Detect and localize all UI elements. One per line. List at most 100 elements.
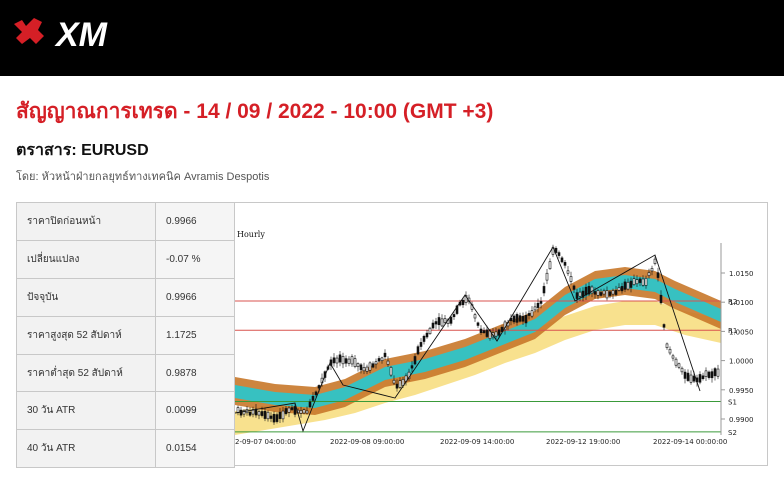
x-tick-label: 2-09-07 04:00:00 — [235, 438, 296, 446]
candle-body — [713, 368, 717, 377]
candle-body — [254, 408, 258, 416]
candle-body — [569, 276, 573, 282]
candle-body — [380, 357, 384, 361]
level-label: S1 — [728, 398, 737, 406]
y-tick-label: 1.0100 — [729, 299, 754, 307]
candle-body — [443, 318, 447, 323]
candle-body — [455, 305, 459, 314]
candle-body — [392, 379, 396, 384]
candle-body — [692, 375, 696, 382]
xm-logo[interactable]: XM — [12, 14, 132, 50]
candle-body — [437, 317, 441, 326]
candle-body — [593, 291, 597, 295]
stats-row: เปลี่ยนแปลง -0.07 % — [16, 239, 235, 279]
x-tick-label: 2022-09-14 00:00:00 — [653, 438, 727, 446]
candle-body — [566, 270, 570, 274]
candle-body — [476, 322, 480, 326]
candle-body — [530, 310, 534, 317]
candle-body — [512, 315, 516, 323]
candle-body — [563, 262, 567, 266]
y-tick-label: 1.0050 — [729, 328, 754, 336]
candle-body — [701, 375, 705, 380]
candle-body — [449, 316, 453, 324]
candle-body — [284, 408, 288, 415]
level-label: R2 — [728, 298, 737, 306]
candle-body — [308, 401, 312, 408]
candle-body — [305, 410, 309, 414]
candle-body — [311, 396, 315, 401]
candle-body — [632, 278, 636, 285]
candle-body — [542, 286, 546, 294]
candle-body — [596, 290, 600, 296]
timeframe-label: Hourly — [237, 230, 265, 239]
candle-body — [686, 372, 690, 381]
stat-label: 30 วัน ATR — [16, 391, 156, 431]
candle-body — [266, 411, 270, 420]
candle-body — [548, 261, 552, 270]
y-tick-label: 1.0150 — [729, 270, 754, 278]
candle-body — [317, 385, 321, 389]
stat-label: เปลี่ยนแปลง — [16, 239, 156, 279]
stat-value: 1.1725 — [155, 315, 235, 355]
candle-body — [677, 363, 681, 368]
candle-body — [386, 360, 390, 365]
candle-body — [521, 316, 525, 322]
candle-body — [425, 332, 429, 338]
candle-body — [473, 314, 477, 319]
candle-body — [539, 301, 543, 304]
candle-body — [608, 291, 612, 296]
candle-body — [647, 272, 651, 276]
candle-body — [341, 356, 345, 365]
chart-svg: R2 R1 S1 S2 1.0150 1.0100 1.0050 1.0000 0.9950 0… — [235, 230, 754, 446]
candle-body — [545, 272, 549, 281]
candle-body — [419, 342, 423, 347]
stat-value: 0.9966 — [155, 202, 235, 241]
candle-body — [356, 363, 360, 368]
y-tick-label: 0.9900 — [729, 416, 754, 424]
candle-body — [698, 374, 702, 383]
candle-body — [389, 367, 393, 376]
candle-body — [281, 410, 285, 420]
candle-body — [638, 278, 642, 283]
candle-body — [242, 410, 246, 415]
y-tick-label: 1.0000 — [729, 358, 754, 366]
candle-body — [464, 295, 468, 303]
candle-body — [554, 247, 558, 253]
candle-body — [494, 331, 498, 337]
candle-body — [275, 414, 279, 422]
candle-body — [416, 346, 420, 355]
candle-body — [482, 330, 486, 334]
candle-body — [479, 328, 483, 334]
candle-body — [428, 327, 432, 335]
candle-body — [374, 361, 378, 365]
candle-body — [410, 365, 414, 369]
candle-body — [287, 407, 291, 413]
candle-body — [263, 410, 267, 419]
candle-body — [413, 356, 417, 365]
candle-body — [302, 409, 306, 414]
candle-body — [671, 355, 675, 359]
candle-body — [560, 257, 564, 263]
candle-body — [620, 286, 624, 292]
candle-body — [395, 383, 399, 389]
stat-value: -0.07 % — [155, 239, 235, 279]
cyan-band — [235, 275, 721, 408]
candle-body — [683, 371, 687, 379]
candle-body — [707, 371, 711, 378]
candle-body — [623, 281, 627, 290]
candle-body — [260, 411, 264, 416]
candle-body — [662, 324, 666, 328]
candle-body — [431, 322, 435, 329]
candle-body — [257, 411, 261, 416]
candle-body — [377, 358, 381, 362]
candle-body — [578, 291, 582, 297]
candle-body — [527, 313, 531, 316]
candle-body — [269, 415, 273, 419]
candle-body — [272, 414, 276, 423]
candle-body — [452, 314, 456, 318]
level-label: S2 — [728, 429, 737, 437]
candle-body — [365, 366, 369, 372]
candle-body — [590, 286, 594, 294]
candle-body — [635, 279, 639, 285]
candle-body — [440, 318, 444, 327]
